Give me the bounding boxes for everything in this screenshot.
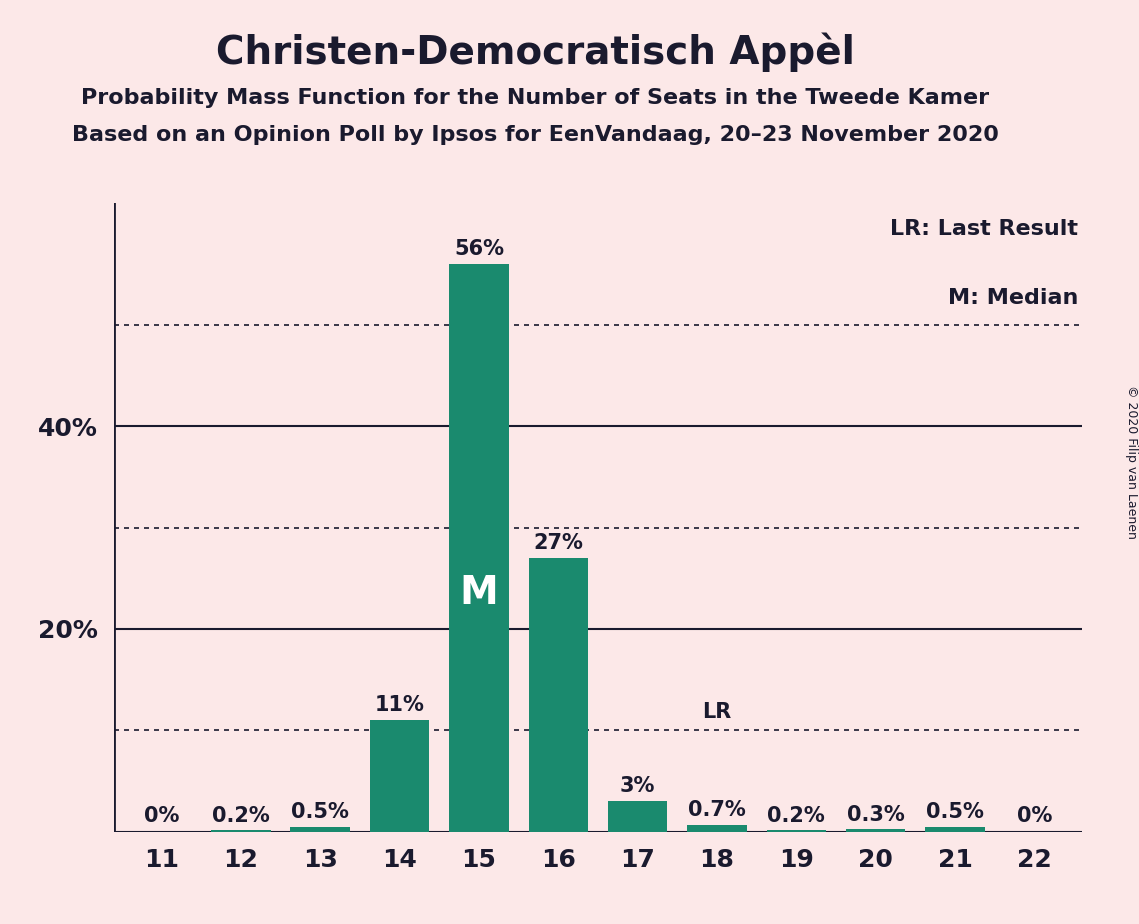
Text: LR: Last Result: LR: Last Result — [890, 219, 1079, 239]
Bar — [925, 827, 985, 832]
Bar — [449, 264, 509, 832]
Bar — [767, 830, 826, 832]
Bar — [846, 829, 906, 832]
Text: Based on an Opinion Poll by Ipsos for EenVandaag, 20–23 November 2020: Based on an Opinion Poll by Ipsos for Ee… — [72, 125, 999, 145]
Text: 11%: 11% — [375, 695, 425, 715]
Bar — [687, 824, 747, 832]
Text: 27%: 27% — [533, 533, 583, 553]
Bar — [211, 830, 271, 832]
Text: 0.2%: 0.2% — [212, 806, 270, 825]
Text: Probability Mass Function for the Number of Seats in the Tweede Kamer: Probability Mass Function for the Number… — [81, 88, 990, 108]
Text: © 2020 Filip van Laenen: © 2020 Filip van Laenen — [1124, 385, 1138, 539]
Text: 0.2%: 0.2% — [768, 806, 826, 825]
Bar — [370, 720, 429, 832]
Text: 0%: 0% — [1017, 806, 1052, 825]
Text: LR: LR — [703, 702, 731, 723]
Text: 0.7%: 0.7% — [688, 800, 746, 821]
Text: 0.5%: 0.5% — [292, 802, 350, 822]
Text: 0.3%: 0.3% — [847, 805, 904, 824]
Text: 0%: 0% — [144, 806, 179, 825]
Text: 3%: 3% — [620, 776, 655, 796]
Bar — [290, 827, 350, 832]
Bar — [528, 558, 588, 832]
Text: 56%: 56% — [454, 239, 503, 259]
Text: Christen-Democratisch Appèl: Christen-Democratisch Appèl — [216, 32, 854, 72]
Text: M: M — [459, 574, 499, 613]
Bar — [608, 801, 667, 832]
Text: 0.5%: 0.5% — [926, 802, 984, 822]
Text: M: Median: M: Median — [948, 288, 1079, 308]
